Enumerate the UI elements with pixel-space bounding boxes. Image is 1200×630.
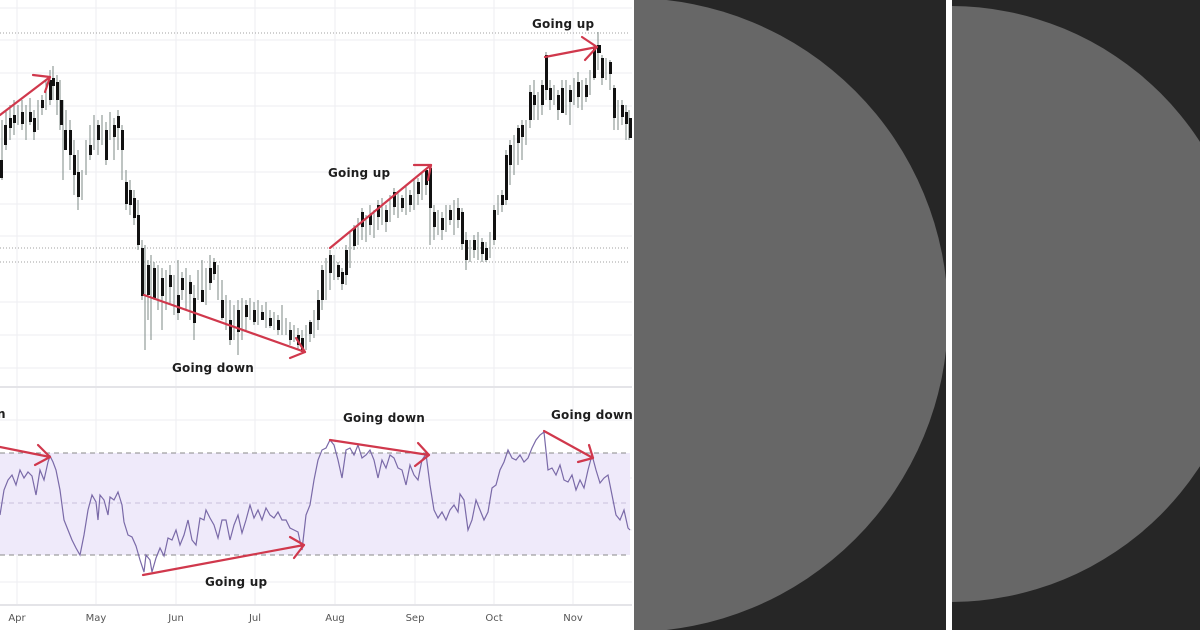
chart-panel: Going up Going up Going down n Going dow… <box>0 0 632 624</box>
half-circle-shape-2 <box>952 6 1200 602</box>
annotation-price-going-up-mid: Going up <box>328 166 391 180</box>
month-label-sep: Sep <box>405 613 425 624</box>
month-label-jul: Jul <box>248 613 262 624</box>
decorative-panel-1 <box>634 0 946 630</box>
month-label-jun: Jun <box>168 613 184 624</box>
trend-arrows <box>0 35 599 577</box>
annotation-price-going-down: Going down <box>172 361 254 375</box>
annotation-rsi-going-down-left-partial: n <box>0 407 6 421</box>
rsi-line <box>0 430 631 573</box>
month-label-may: May <box>85 613 107 624</box>
chart-canvas <box>0 0 632 606</box>
month-label-nov: Nov <box>563 613 583 624</box>
arrowhead-icon <box>31 73 52 94</box>
month-label-oct: Oct <box>485 613 503 624</box>
decorative-panel-2 <box>952 0 1200 630</box>
rsi-levels <box>0 452 630 556</box>
annotation-rsi-going-down-mid: Going down <box>343 411 425 425</box>
annotation-price-going-up-right: Going up <box>532 17 595 31</box>
annotation-rsi-going-down-right: Going down <box>551 408 632 422</box>
candle-bodies <box>0 45 632 352</box>
rsi-band <box>0 453 630 555</box>
month-label-aug: Aug <box>325 613 345 624</box>
panel-divider <box>946 0 952 630</box>
annotation-rsi-going-up: Going up <box>205 575 268 589</box>
month-label-apr: Apr <box>8 613 26 624</box>
price-levels <box>0 32 630 263</box>
half-circle-shape-1 <box>634 0 946 630</box>
